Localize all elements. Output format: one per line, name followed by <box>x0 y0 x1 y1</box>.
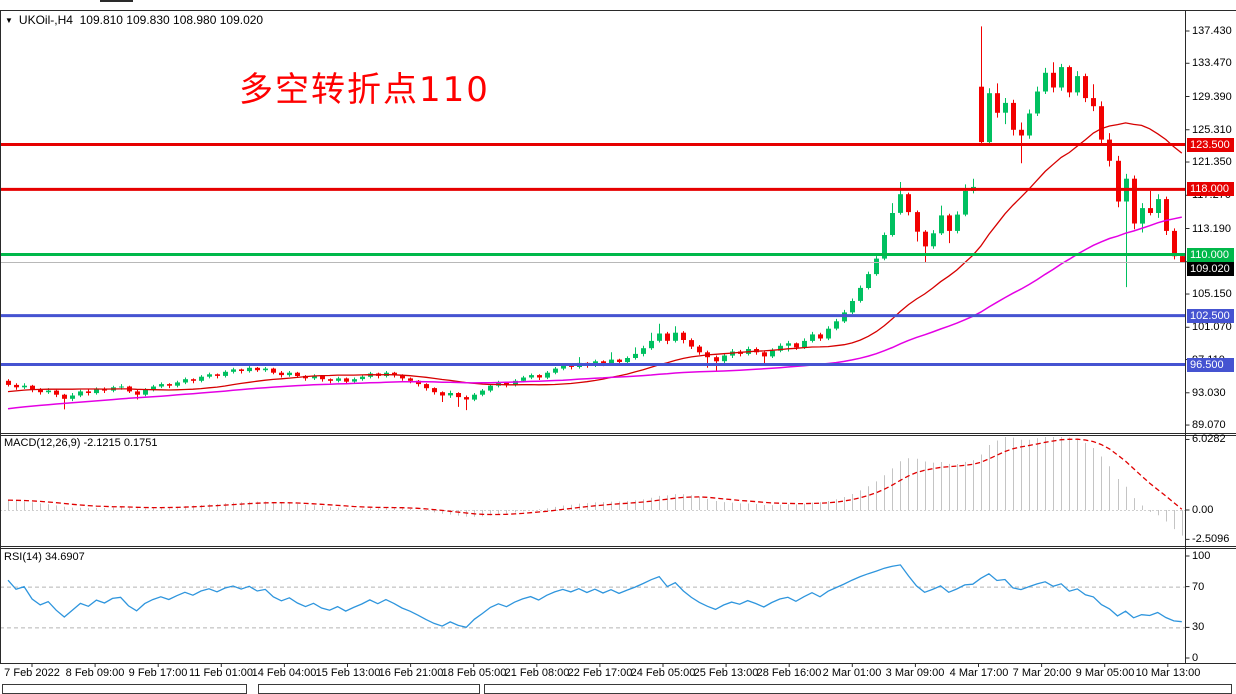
x-axis-label: 16 Feb 21:00 <box>378 667 444 679</box>
symbol-ohlc-title: ▼ UKOil-,H4 109.810 109.830 108.980 109.0… <box>5 13 263 27</box>
macd-indicator-label: MACD(12,26,9) -2.1215 0.1751 <box>4 437 158 449</box>
x-axis-label: 24 Feb 05:00 <box>630 667 696 679</box>
x-axis-label: 11 Feb 01:00 <box>188 667 253 679</box>
current-price-badge: 109.020 <box>1187 262 1234 276</box>
rsi-axis-label: 0 <box>1192 652 1199 664</box>
window-edge-marker <box>100 0 133 2</box>
price-axis-label: 105.150 <box>1192 288 1232 300</box>
dropdown-triangle-icon: ▼ <box>5 15 13 25</box>
price-axis-label: 121.350 <box>1192 156 1232 168</box>
x-axis-label: 21 Feb 08:00 <box>504 667 570 679</box>
x-axis-label: 7 Mar 20:00 <box>1012 667 1072 679</box>
price-level-badge: 118.000 <box>1187 182 1234 196</box>
price-axis-label: 89.070 <box>1192 419 1226 431</box>
price-axis-label: 125.310 <box>1192 124 1232 136</box>
x-axis-label: 22 Feb 17:00 <box>567 667 633 679</box>
price-level-badge: 110.000 <box>1187 248 1234 262</box>
x-axis-label: 28 Feb 16:00 <box>756 667 822 679</box>
price-axis-label: 137.430 <box>1192 25 1232 37</box>
rsi-indicator-label: RSI(14) 34.6907 <box>4 551 85 563</box>
x-axis-label: 2 Mar 01:00 <box>822 667 882 679</box>
x-axis-label: 9 Mar 05:00 <box>1075 667 1135 679</box>
x-axis-label: 9 Feb 17:00 <box>128 667 188 679</box>
price-axis-label: 129.390 <box>1192 91 1232 103</box>
x-axis-label: 18 Feb 05:00 <box>441 667 507 679</box>
x-axis-label: 7 Feb 2022 <box>4 667 60 679</box>
x-axis-label: 8 Feb 09:00 <box>65 667 125 679</box>
x-axis-label: 15 Feb 13:00 <box>315 667 381 679</box>
horizontal-scrollbar-segment[interactable] <box>258 684 480 694</box>
rsi-axis-label: 70 <box>1192 581 1205 593</box>
x-axis-label: 25 Feb 13:00 <box>693 667 759 679</box>
price-axis-label: 101.070 <box>1192 321 1232 333</box>
x-axis-label: 10 Mar 13:00 <box>1135 667 1201 679</box>
rsi-axis-label: 30 <box>1192 621 1205 633</box>
price-axis-label: 113.190 <box>1192 223 1231 235</box>
price-axis-label: 133.470 <box>1192 57 1232 69</box>
symbol-ohlc-text: UKOil-,H4 109.810 109.830 108.980 109.02… <box>18 13 264 27</box>
macd-axis-label: -2.5096 <box>1192 533 1230 545</box>
price-level-badge: 96.500 <box>1187 358 1234 372</box>
price-level-badge: 123.500 <box>1187 138 1234 152</box>
x-axis-label: 3 Mar 09:00 <box>885 667 945 679</box>
macd-axis-label: 6.0282 <box>1192 433 1226 445</box>
macd-axis-label: 0.00 <box>1192 504 1214 516</box>
price-level-badge: 102.500 <box>1187 309 1234 323</box>
horizontal-scrollbar-segment[interactable] <box>484 684 1232 694</box>
horizontal-scrollbar-segment[interactable] <box>2 684 247 694</box>
x-axis-label: 4 Mar 17:00 <box>949 667 1009 679</box>
x-axis-label: 14 Feb 04:00 <box>251 667 317 679</box>
price-annotation: 多空转折点110 <box>239 70 490 110</box>
rsi-axis-label: 100 <box>1192 550 1211 562</box>
price-axis-label: 93.030 <box>1192 387 1226 399</box>
